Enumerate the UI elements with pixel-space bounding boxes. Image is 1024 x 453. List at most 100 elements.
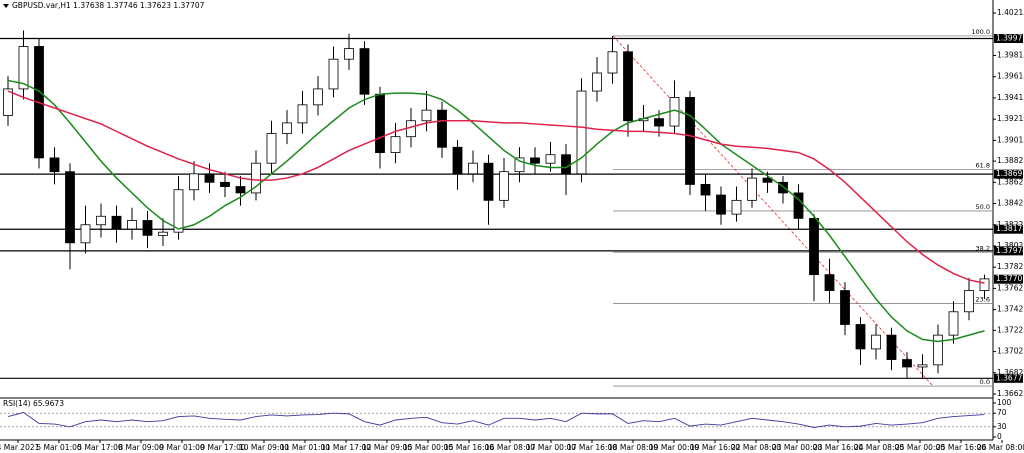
rsi-tick-label: 70 (997, 408, 1007, 417)
candle-body (437, 109, 447, 148)
y-tick-label: 1.39415 (997, 93, 1024, 102)
candle-body (933, 334, 943, 366)
y-tick-label: 1.3862 (997, 177, 1023, 186)
current-price-box (994, 274, 1023, 284)
rsi-tick-label: 100 (997, 398, 1012, 407)
current-price-label: 1.37707 (996, 274, 1024, 283)
candle-body (840, 290, 850, 325)
candle-body (3, 88, 13, 116)
candle-body (282, 122, 292, 134)
candle-body (855, 324, 866, 350)
y-tick-label: 1.3782 (997, 262, 1023, 271)
candle-body (96, 215, 106, 226)
candle-body (576, 90, 587, 175)
candle-body (654, 118, 664, 127)
x-tick-label: 23 Mar 16:00 (813, 443, 863, 452)
rsi-tick-label: 30 (997, 422, 1007, 431)
candle-body (592, 72, 602, 92)
x-tick-label: 22 Mar 08:00 (731, 443, 781, 452)
fib-label: 0.0 (980, 378, 990, 386)
x-tick-label: 23 Mar 00:00 (772, 443, 822, 452)
candle-body (204, 173, 215, 183)
x-tick-label: 17 Mar 00:00 (526, 443, 576, 452)
level-box (994, 224, 1023, 234)
x-tick-label: 24 Mar 08:00 (854, 443, 904, 452)
y-tick-label: 1.36625 (997, 389, 1024, 398)
rsi-line (7, 412, 985, 428)
x-tick-label: 9 Mar 01:00 (159, 443, 205, 452)
candle-body (964, 290, 974, 313)
fib-label: 100.0 (971, 28, 990, 36)
y-tick-label: 1.37025 (997, 347, 1024, 356)
candle-body (530, 157, 540, 164)
candle-body (871, 334, 881, 350)
candle-body (344, 48, 354, 60)
y-tick-label: 1.3802 (997, 241, 1023, 250)
x-tick-label: 25 Mar 16:00 (936, 443, 986, 452)
y-tick-label: 1.3842 (997, 199, 1023, 208)
rsi-label: RSI(14) 65.9673 (3, 399, 64, 408)
y-tick-label: 1.39815 (997, 50, 1024, 59)
x-tick-label: 5 Mar 17:00 (77, 443, 123, 452)
rsi-tick-label: 0 (997, 432, 1002, 441)
candle-body (189, 173, 199, 191)
candle-body (313, 88, 323, 106)
x-tick-label: 15 Mar 16:00 (444, 443, 494, 452)
candle-body (375, 93, 385, 153)
candle-body (623, 51, 633, 122)
candle-body (127, 220, 137, 230)
menu-icon (3, 4, 9, 8)
candle-body (251, 162, 261, 194)
candle-body (359, 48, 370, 95)
candle-body (902, 359, 912, 368)
candle-body (390, 136, 401, 153)
x-tick-label: 11 Mar 17:00 (321, 443, 371, 452)
level-box (994, 373, 1023, 383)
candle-body (809, 217, 819, 276)
x-tick-label: 10 Mar 09:00 (239, 443, 289, 452)
x-tick-label: 11 Mar 01:00 (280, 443, 330, 452)
x-tick-label: 5 Mar 01:00 (36, 443, 82, 452)
candle-body (65, 171, 75, 244)
fib-label: 61.8 (976, 162, 990, 170)
x-tick-label: 19 Mar 00:00 (649, 443, 699, 452)
candle-body (421, 109, 432, 122)
x-tick-label: 16 Mar 08:00 (485, 443, 535, 452)
candle-body (747, 177, 757, 201)
candle-body (328, 58, 339, 90)
candle-body (917, 364, 928, 368)
candle-body (49, 157, 60, 173)
y-tick-label: 1.3882 (997, 156, 1023, 165)
y-tick-label: 1.3742 (997, 305, 1023, 314)
candle-body (561, 154, 571, 175)
candle-body (297, 104, 308, 124)
x-tick-label: 15 Mar 00:00 (403, 443, 453, 452)
candle-body (266, 133, 277, 164)
level-label: 1.38178 (996, 224, 1024, 233)
moving-average (7, 79, 985, 343)
fib-label: 23.6 (976, 295, 990, 303)
x-tick-label: 18 Mar 08:00 (608, 443, 658, 452)
level-label: 1.39975 (996, 34, 1024, 43)
y-tick-label: 1.3822 (997, 220, 1023, 229)
candle-body (499, 171, 509, 201)
candle-body (948, 311, 959, 336)
level-box (994, 169, 1023, 179)
y-tick-label: 1.40215 (997, 8, 1024, 17)
fib-trendline (612, 35, 934, 387)
candle-body (886, 334, 897, 360)
candle-body (607, 51, 618, 74)
candle-body (762, 177, 773, 183)
candle-body (111, 215, 122, 230)
candle-body (483, 162, 494, 201)
candle-body (235, 186, 246, 194)
candle-body (468, 162, 478, 175)
fib-label: 50.0 (976, 203, 990, 211)
candle-body (220, 181, 230, 187)
candle-body (173, 189, 184, 233)
level-label: 1.38697 (996, 169, 1024, 178)
candle-body (731, 199, 742, 215)
x-tick-label: 26 Mar 08:00 (977, 443, 1024, 452)
